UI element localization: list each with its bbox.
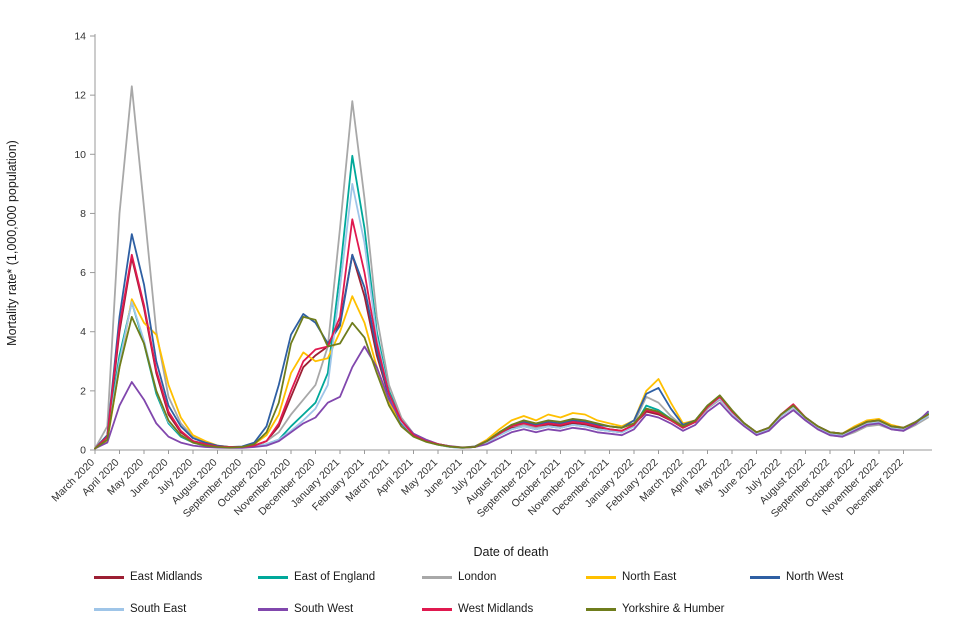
series-line-south-east	[94, 182, 929, 450]
legend-item-south-east: South East	[94, 601, 258, 617]
legend-label: London	[458, 571, 497, 583]
y-tick-label: 14	[74, 31, 86, 43]
y-tick-label: 10	[74, 149, 86, 161]
legend-label: West Midlands	[458, 603, 534, 615]
legend-label: North West	[786, 571, 844, 583]
series-line-london	[94, 85, 929, 450]
legend-swatch	[422, 575, 452, 579]
legend-item-london: London	[422, 569, 586, 585]
legend-item-south-west: South West	[258, 601, 422, 617]
legend-swatch	[422, 607, 452, 611]
legend-item-east-of-england: East of England	[258, 569, 422, 585]
series-line-east-of-england	[94, 154, 929, 450]
legend-swatch	[586, 575, 616, 579]
series-lines	[94, 85, 929, 450]
y-axis-title: Mortality rate* (1,000,000 population)	[5, 140, 19, 346]
y-tick-label: 6	[80, 267, 86, 279]
chart-legend: East Midlands East of England London North …	[94, 569, 960, 617]
series-line-yorkshire-humber	[94, 315, 929, 450]
legend-swatch	[94, 607, 124, 611]
legend-swatch	[750, 575, 780, 579]
legend-swatch	[258, 607, 288, 611]
legend-label: East Midlands	[130, 571, 203, 583]
legend-label: South West	[294, 603, 354, 615]
legend-item-yorkshire-humber: Yorkshire & Humber	[586, 601, 750, 617]
legend-item-west-midlands: West Midlands	[422, 601, 586, 617]
series-line-south-west	[94, 345, 929, 450]
y-tick-label: 12	[74, 90, 86, 102]
legend-item-north-east: North East	[586, 569, 750, 585]
y-tick-label: 2	[80, 385, 86, 397]
legend-label: Yorkshire & Humber	[622, 603, 725, 615]
legend-swatch	[586, 607, 616, 611]
legend-swatch	[258, 575, 288, 579]
legend-label: East of England	[294, 571, 376, 583]
legend-item-north-west: North West	[750, 569, 914, 585]
x-axis-title: Date of death	[473, 545, 548, 559]
legend-label: South East	[130, 603, 187, 615]
legend-item-east-midlands: East Midlands	[94, 569, 258, 585]
legend-label: North East	[622, 571, 677, 583]
y-tick-label: 8	[80, 208, 86, 220]
legend-swatch	[94, 575, 124, 579]
y-tick-label: 4	[80, 326, 86, 338]
y-tick-label: 0	[80, 445, 86, 457]
